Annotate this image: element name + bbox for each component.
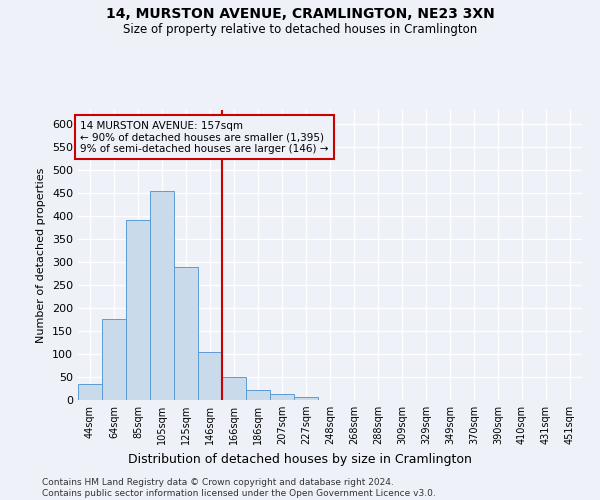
Text: Distribution of detached houses by size in Cramlington: Distribution of detached houses by size …	[128, 452, 472, 466]
Text: 14 MURSTON AVENUE: 157sqm
← 90% of detached houses are smaller (1,395)
9% of sem: 14 MURSTON AVENUE: 157sqm ← 90% of detac…	[80, 120, 329, 154]
Text: Contains HM Land Registry data © Crown copyright and database right 2024.
Contai: Contains HM Land Registry data © Crown c…	[42, 478, 436, 498]
Y-axis label: Number of detached properties: Number of detached properties	[37, 168, 46, 342]
Bar	[126, 220, 150, 400]
Bar	[294, 397, 318, 400]
Text: 14, MURSTON AVENUE, CRAMLINGTON, NE23 3XN: 14, MURSTON AVENUE, CRAMLINGTON, NE23 3X…	[106, 8, 494, 22]
Bar	[270, 394, 294, 400]
Bar	[174, 266, 198, 400]
Text: Size of property relative to detached houses in Cramlington: Size of property relative to detached ho…	[123, 22, 477, 36]
Bar	[246, 390, 270, 400]
Bar	[102, 320, 126, 400]
Bar	[150, 190, 174, 400]
Bar	[198, 352, 222, 400]
Bar	[78, 384, 102, 400]
Bar	[222, 377, 246, 400]
